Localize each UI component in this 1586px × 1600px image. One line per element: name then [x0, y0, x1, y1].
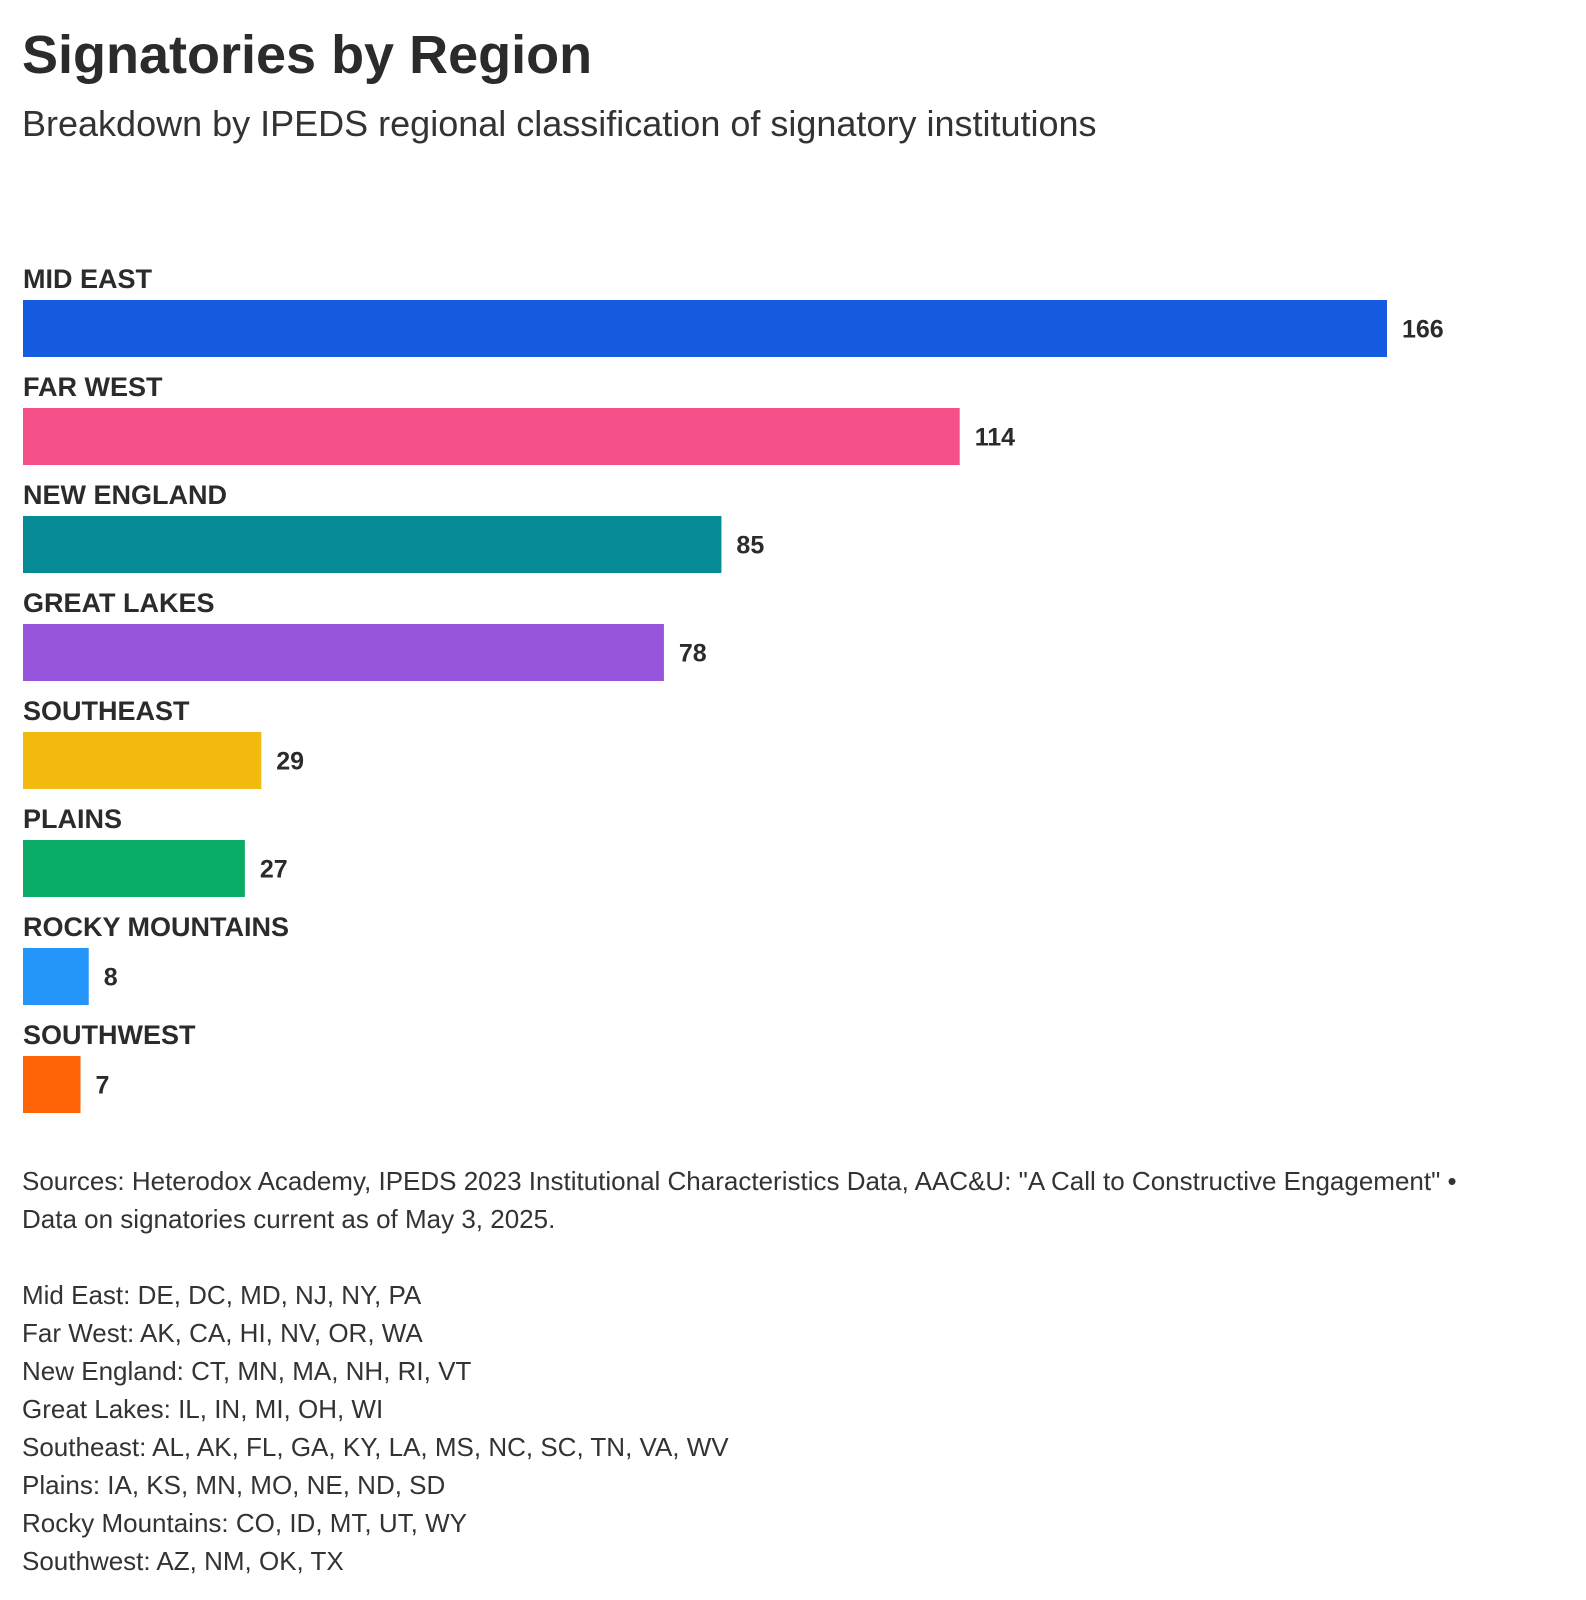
bar-southeast [23, 732, 262, 789]
bar-group-rocky-mountains: ROCKY MOUNTAINS 8 [23, 912, 289, 1005]
bar-group-plains: PLAINS 27 [23, 804, 288, 897]
data-label: 166 [1402, 316, 1444, 344]
bar-group-mid-east: MID EAST 166 [23, 264, 1444, 357]
data-label: 27 [260, 856, 288, 884]
bar-plains [23, 840, 245, 897]
region-definition-great-lakes: Great Lakes: IL, IN, MI, OH, WI [22, 1394, 384, 1424]
category-label: GREAT LAKES [23, 588, 215, 618]
sources-note: Sources: Heterodox Academy, IPEDS 2023 I… [22, 1166, 1457, 1234]
region-definition-new-england: New England: CT, MN, MA, NH, RI, VT [22, 1356, 472, 1386]
data-label: 8 [104, 964, 118, 992]
data-label: 114 [975, 424, 1015, 452]
category-label: FAR WEST [23, 372, 163, 402]
region-definition-mid-east: Mid East: DE, DC, MD, NJ, NY, PA [22, 1280, 422, 1310]
chart-subtitle: Breakdown by IPEDS regional classificati… [22, 103, 1097, 144]
bar-group-southwest: SOUTHWEST 7 [23, 1020, 196, 1113]
bar-chart: MID EAST 166 FAR WEST 114 NEW ENGLAND 85 GREAT… [23, 264, 1444, 1113]
region-definition-southwest: Southwest: AZ, NM, OK, TX [22, 1546, 344, 1576]
region-definition-plains: Plains: IA, KS, MN, MO, NE, ND, SD [22, 1470, 446, 1500]
bar-mid-east [23, 300, 1387, 357]
bar-group-southeast: SOUTHEAST 29 [23, 696, 304, 789]
region-definitions: Mid East: DE, DC, MD, NJ, NY, PA Far Wes… [22, 1276, 1502, 1580]
bar-southwest [23, 1056, 81, 1113]
category-label: PLAINS [23, 804, 122, 834]
bar-group-new-england: NEW ENGLAND 85 [23, 480, 764, 573]
category-label: SOUTHEAST [23, 696, 190, 726]
bar-great-lakes [23, 624, 664, 681]
bar-group-far-west: FAR WEST 114 [23, 372, 1015, 465]
category-label: MID EAST [23, 264, 153, 294]
region-definition-far-west: Far West: AK, CA, HI, NV, OR, WA [22, 1318, 423, 1348]
chart-title: Signatories by Region [22, 25, 593, 85]
data-label: 7 [96, 1072, 110, 1100]
data-label: 29 [276, 748, 304, 776]
region-definition-rocky-mountains: Rocky Mountains: CO, ID, MT, UT, WY [22, 1508, 467, 1538]
data-label: 78 [679, 640, 707, 668]
region-definition-southeast: Southeast: AL, AK, FL, GA, KY, LA, MS, N… [22, 1432, 729, 1462]
category-label: ROCKY MOUNTAINS [23, 912, 289, 942]
data-label: 85 [736, 532, 764, 560]
bar-new-england [23, 516, 722, 573]
bar-rocky-mountains [23, 948, 89, 1005]
category-label: SOUTHWEST [23, 1020, 196, 1050]
bar-far-west [23, 408, 960, 465]
bar-group-great-lakes: GREAT LAKES 78 [23, 588, 707, 681]
category-label: NEW ENGLAND [23, 480, 227, 510]
chart-footer: Sources: Heterodox Academy, IPEDS 2023 I… [22, 1162, 1502, 1580]
